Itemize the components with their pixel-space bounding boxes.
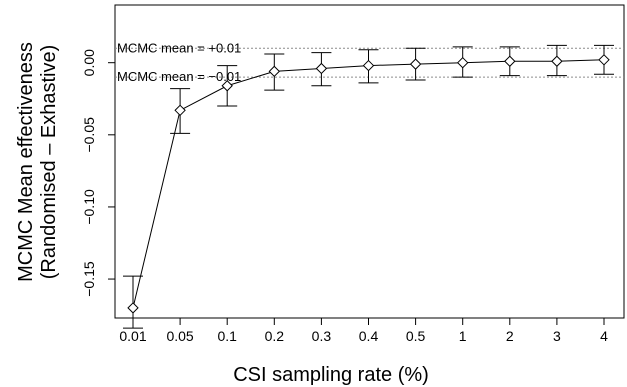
x-axis: 0.01 0.05 0.1 0.2 0.3 0.4 0.5 1 2 3 4 — [119, 318, 608, 344]
x-tick-label: 2 — [506, 328, 514, 344]
y-tick-label: −0.05 — [81, 117, 97, 153]
data-point — [456, 56, 469, 69]
x-tick-label: 0.5 — [406, 328, 426, 344]
x-tick-label: 0.3 — [312, 328, 332, 344]
y-axis-label-line-1: MCMC Mean effectiveness — [15, 42, 37, 282]
x-tick-label: 3 — [553, 328, 561, 344]
y-axis-label-line-2: (Randomised – Exhastive) — [38, 45, 60, 280]
series — [123, 44, 614, 329]
data-point — [598, 54, 610, 66]
data-point — [268, 65, 281, 78]
reference-line-label-1: MCMC mean = −0.01 — [117, 69, 241, 84]
y-tick-label: 0.00 — [81, 49, 97, 76]
data-point — [127, 302, 139, 314]
x-tick-label: 4 — [600, 328, 608, 344]
x-tick-label: 0.4 — [359, 328, 379, 344]
x-tick-label: 0.01 — [119, 328, 146, 344]
x-tick-label: 0.05 — [166, 328, 193, 344]
y-tick-label: −0.15 — [81, 261, 97, 297]
plot-frame — [114, 4, 625, 319]
x-tick-label: 0.2 — [265, 328, 285, 344]
x-tick-label: 0.1 — [217, 328, 237, 344]
y-axis: 0.00 −0.05 −0.10 −0.15 — [81, 49, 115, 297]
data-point — [409, 58, 422, 70]
data-point — [221, 80, 233, 92]
series-line — [132, 59, 605, 309]
data-point — [551, 55, 563, 67]
data-point — [174, 104, 186, 117]
data-point — [504, 55, 516, 67]
reference-line-label-0: MCMC mean = +0.01 — [117, 40, 241, 55]
reference-lines: MCMC mean = +0.01 MCMC mean = −0.01 — [115, 40, 624, 84]
y-axis-label: MCMC Mean effectiveness (Randomised – Ex… — [15, 42, 60, 282]
data-point — [362, 59, 375, 72]
data-point — [315, 62, 328, 75]
y-tick-label: −0.10 — [81, 189, 97, 225]
x-tick-label: 1 — [459, 328, 467, 344]
x-axis-label: CSI sampling rate (%) — [233, 364, 429, 386]
